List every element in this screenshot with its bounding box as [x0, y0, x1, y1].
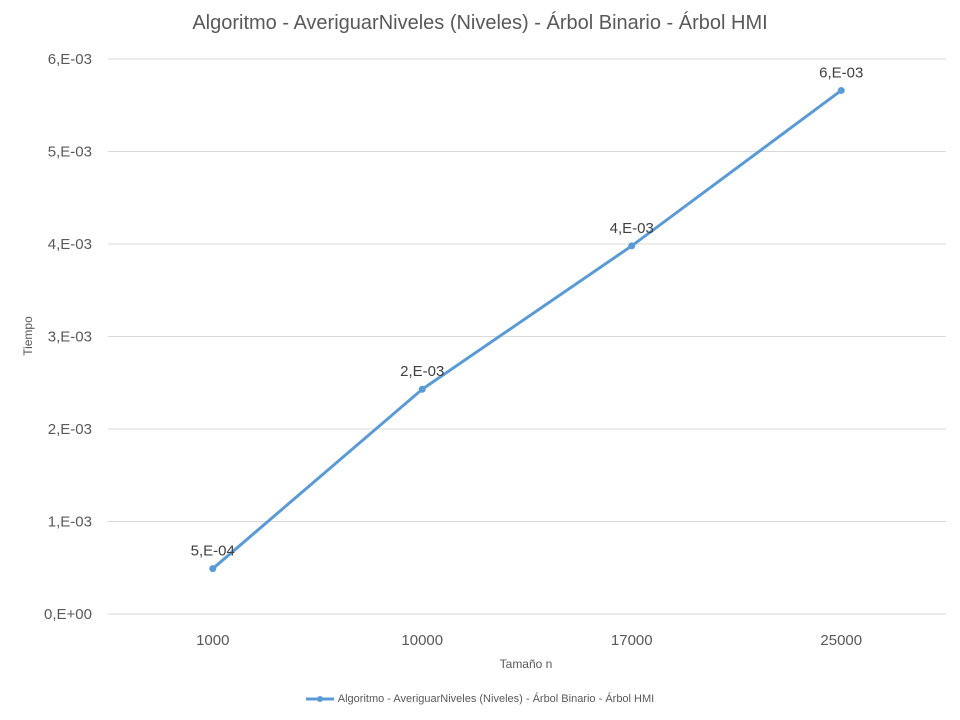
legend-marker — [305, 696, 334, 702]
y-axis-title: Tiempo — [21, 316, 35, 356]
x-tick-label: 17000 — [611, 632, 653, 649]
y-tick-label: 1,E-03 — [48, 514, 92, 531]
data-label: 2,E-03 — [400, 363, 444, 380]
data-label: 4,E-03 — [610, 220, 654, 237]
legend-label: Algoritmo - AveriguarNiveles (Niveles) -… — [337, 693, 655, 705]
data-point — [837, 86, 845, 94]
data-point — [628, 242, 636, 250]
y-tick-label: 2,E-03 — [48, 421, 92, 438]
y-tick-label: 3,E-03 — [48, 329, 92, 346]
x-tick-label: 25000 — [820, 632, 862, 649]
legend: Algoritmo - AveriguarNiveles (Niveles) -… — [0, 693, 960, 705]
data-label: 5,E-04 — [191, 543, 235, 560]
y-tick-label: 0,E+00 — [44, 606, 92, 623]
y-tick-label: 4,E-03 — [48, 236, 92, 253]
data-point — [209, 565, 217, 573]
series-line — [211, 88, 843, 571]
x-axis-title: Tamaño n — [500, 657, 553, 671]
x-tick-label: 1000 — [196, 632, 229, 649]
y-tick-label: 6,E-03 — [48, 51, 92, 68]
x-tick-labels: 1000 10000 17000 25000 — [196, 632, 862, 649]
data-label: 6,E-03 — [819, 64, 863, 81]
y-tick-labels: 0,E+00 1,E-03 2,E-03 3,E-03 4,E-03 5,E-03 6,E-… — [44, 51, 92, 623]
series-layer — [209, 86, 845, 573]
data-labels: 5,E-04 2,E-03 4,E-03 6,E-03 — [191, 64, 864, 559]
x-tick-label: 10000 — [401, 632, 443, 649]
chart-title: Algoritmo - AveriguarNiveles (Niveles) -… — [192, 12, 768, 34]
y-tick-label: 5,E-03 — [48, 144, 92, 161]
gridlines — [108, 58, 946, 615]
data-point — [418, 385, 426, 393]
